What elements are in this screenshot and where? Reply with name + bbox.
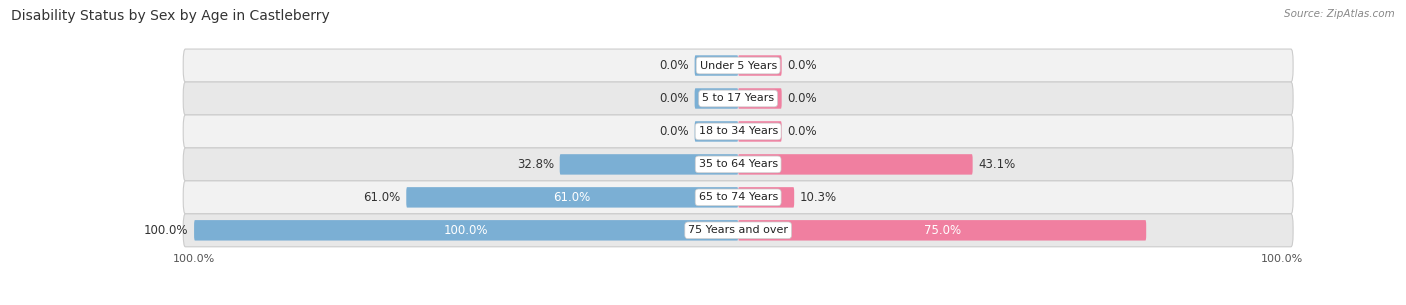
Text: Under 5 Years: Under 5 Years — [700, 60, 776, 70]
Text: 75.0%: 75.0% — [924, 224, 960, 237]
FancyBboxPatch shape — [183, 49, 1294, 82]
FancyBboxPatch shape — [194, 220, 738, 241]
Text: 0.0%: 0.0% — [787, 125, 817, 138]
Text: 61.0%: 61.0% — [554, 191, 591, 204]
Text: 100.0%: 100.0% — [145, 224, 188, 237]
FancyBboxPatch shape — [183, 148, 1294, 181]
FancyBboxPatch shape — [695, 88, 738, 109]
Text: 65 to 74 Years: 65 to 74 Years — [699, 192, 778, 202]
Text: 0.0%: 0.0% — [659, 59, 689, 72]
Text: 75 Years and over: 75 Years and over — [688, 225, 789, 235]
Text: 5 to 17 Years: 5 to 17 Years — [702, 94, 775, 103]
FancyBboxPatch shape — [738, 154, 973, 175]
FancyBboxPatch shape — [738, 121, 782, 142]
FancyBboxPatch shape — [695, 55, 738, 76]
Text: 0.0%: 0.0% — [787, 59, 817, 72]
Text: 18 to 34 Years: 18 to 34 Years — [699, 127, 778, 136]
Text: Disability Status by Sex by Age in Castleberry: Disability Status by Sex by Age in Castl… — [11, 9, 330, 23]
Text: 10.3%: 10.3% — [800, 191, 837, 204]
Text: 0.0%: 0.0% — [659, 92, 689, 105]
FancyBboxPatch shape — [183, 82, 1294, 115]
FancyBboxPatch shape — [738, 220, 1146, 241]
FancyBboxPatch shape — [738, 55, 782, 76]
Text: Source: ZipAtlas.com: Source: ZipAtlas.com — [1284, 9, 1395, 19]
Text: 43.1%: 43.1% — [979, 158, 1015, 171]
Text: 0.0%: 0.0% — [659, 125, 689, 138]
FancyBboxPatch shape — [406, 187, 738, 208]
FancyBboxPatch shape — [183, 214, 1294, 247]
FancyBboxPatch shape — [738, 187, 794, 208]
Text: 0.0%: 0.0% — [787, 92, 817, 105]
FancyBboxPatch shape — [183, 181, 1294, 214]
FancyBboxPatch shape — [738, 88, 782, 109]
Text: 61.0%: 61.0% — [364, 191, 401, 204]
Text: 32.8%: 32.8% — [517, 158, 554, 171]
FancyBboxPatch shape — [695, 121, 738, 142]
FancyBboxPatch shape — [560, 154, 738, 175]
Text: 35 to 64 Years: 35 to 64 Years — [699, 160, 778, 169]
FancyBboxPatch shape — [183, 115, 1294, 148]
Text: 100.0%: 100.0% — [444, 224, 488, 237]
